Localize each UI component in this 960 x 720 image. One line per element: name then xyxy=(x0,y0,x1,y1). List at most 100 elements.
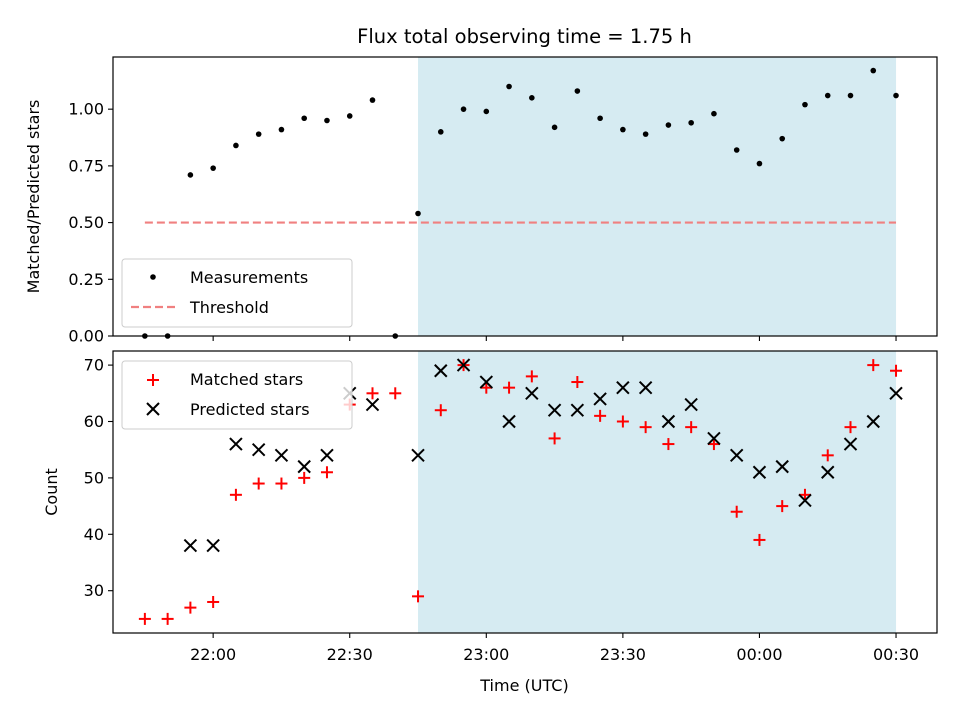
y-tick-label: 50 xyxy=(84,468,104,487)
predicted-stars-point xyxy=(661,414,676,429)
predicted-stars-point xyxy=(729,448,744,463)
measurements-point xyxy=(187,172,194,178)
matched-stars-point xyxy=(685,421,698,434)
matched-stars-point xyxy=(571,376,584,389)
matched-stars-point xyxy=(184,601,197,614)
threshold-legend-label: Threshold xyxy=(189,298,269,317)
predicted-stars-point xyxy=(821,465,835,479)
measurements-point xyxy=(301,115,308,122)
matched-stars-point xyxy=(480,381,493,394)
predicted-stars-point xyxy=(365,397,380,412)
predicted-stars-point xyxy=(684,397,698,412)
measurements-point xyxy=(824,92,831,99)
measurements-point xyxy=(893,92,899,99)
matched-stars-point xyxy=(776,500,789,513)
matched-stars-point xyxy=(389,387,402,400)
matched-stars-point xyxy=(890,364,903,377)
measurements-point xyxy=(460,106,467,112)
predicted-stars-point xyxy=(320,448,334,463)
matched-stars-point xyxy=(844,421,857,434)
predicted-stars-point xyxy=(889,386,903,401)
predicted-stars-point xyxy=(570,403,585,417)
matched-stars-point xyxy=(434,404,447,417)
matched-stars-legend-marker xyxy=(147,374,159,386)
measurements-point xyxy=(506,83,512,90)
measurements-point xyxy=(756,160,763,167)
measurements-point xyxy=(278,126,285,133)
matched-stars-point xyxy=(503,381,516,394)
predicted-stars-point xyxy=(479,375,494,389)
y-tick-label: 1.00 xyxy=(68,100,104,119)
measurements-legend-label: Measurements xyxy=(190,268,308,287)
x-tick-label: 00:30 xyxy=(873,645,919,664)
measurements-legend-marker xyxy=(150,274,156,280)
measurements-point xyxy=(733,147,740,153)
predicted-stars-point xyxy=(502,414,516,429)
x-axis-label: Time (UTC) xyxy=(479,676,568,695)
y-tick-label: 70 xyxy=(84,356,104,375)
predicted-stars-point xyxy=(638,380,653,395)
matched-stars-point xyxy=(594,409,607,422)
measurements-point xyxy=(642,131,649,137)
matched-stars-point xyxy=(229,488,242,501)
predicted-stars-point xyxy=(183,538,198,553)
measurements-point xyxy=(529,95,535,101)
count-panel-frame xyxy=(112,350,938,634)
measurements-point xyxy=(597,115,603,122)
matched-stars-point xyxy=(207,595,220,608)
matched-stars-point xyxy=(867,359,880,372)
predicted-stars-point xyxy=(775,459,789,474)
x-tick-label: 23:30 xyxy=(600,645,646,664)
y-tick-label: 0.50 xyxy=(68,213,104,232)
matched-stars-point xyxy=(320,466,333,479)
predicted-stars-point xyxy=(229,437,243,451)
matched-stars-point xyxy=(821,449,834,462)
observing-window-shade xyxy=(418,57,897,336)
predicted-stars-point xyxy=(547,403,562,417)
measurements-point xyxy=(324,117,330,124)
measurements-point xyxy=(437,129,444,135)
count-panel: 30 40 50 60 70 22:00 22:30 23:00 23:30 00:00 00:3… xyxy=(42,350,938,695)
matched-stars-point xyxy=(616,415,629,428)
predicted-stars-point xyxy=(297,459,311,474)
measurements-point xyxy=(483,108,490,115)
x-tick-label: 22:00 xyxy=(190,645,236,664)
count-y-axis-label: Count xyxy=(42,468,61,516)
matched-stars-point xyxy=(525,370,538,383)
predicted-stars-legend-marker xyxy=(146,402,160,416)
matched-stars-point xyxy=(366,387,379,400)
matched-stars-point xyxy=(730,505,743,518)
predicted-stars-point xyxy=(411,448,425,463)
matched-stars-point xyxy=(161,612,174,625)
predicted-stars-point xyxy=(798,493,812,508)
matched-stars-point xyxy=(639,421,652,434)
predicted-stars-point xyxy=(593,392,607,406)
count-legend: Matched stars Predicted stars xyxy=(121,360,353,430)
chart-title: Flux total observing time = 1.75 h xyxy=(357,25,692,48)
measurements-point xyxy=(688,119,694,126)
predicted-stars-point xyxy=(434,364,448,378)
matched-stars-point xyxy=(138,612,151,625)
ratio-panel-frame xyxy=(112,56,938,337)
measurements-point xyxy=(711,110,717,117)
matched-stars-point xyxy=(662,438,675,451)
predicted-stars-point xyxy=(866,414,880,429)
measurements-point xyxy=(369,97,376,103)
matched-stars-legend-label: Matched stars xyxy=(190,370,303,389)
y-tick-label: 0.75 xyxy=(68,156,104,175)
predicted-stars-point xyxy=(752,465,767,479)
y-tick-label: 40 xyxy=(84,525,104,544)
y-tick-label: 0.25 xyxy=(68,270,104,289)
predicted-stars-point xyxy=(707,431,721,446)
ratio-y-axis-label: Matched/Predicted stars xyxy=(24,100,43,294)
predicted-stars-legend-label: Predicted stars xyxy=(190,400,310,419)
measurements-point xyxy=(665,122,672,128)
observing-window-shade xyxy=(418,351,897,633)
measurements-point xyxy=(346,113,353,119)
y-tick-label: 30 xyxy=(84,581,104,600)
measurements-point xyxy=(574,88,581,94)
measurements-point xyxy=(870,67,877,74)
matched-stars-point xyxy=(548,432,561,445)
predicted-stars-point xyxy=(456,358,471,372)
